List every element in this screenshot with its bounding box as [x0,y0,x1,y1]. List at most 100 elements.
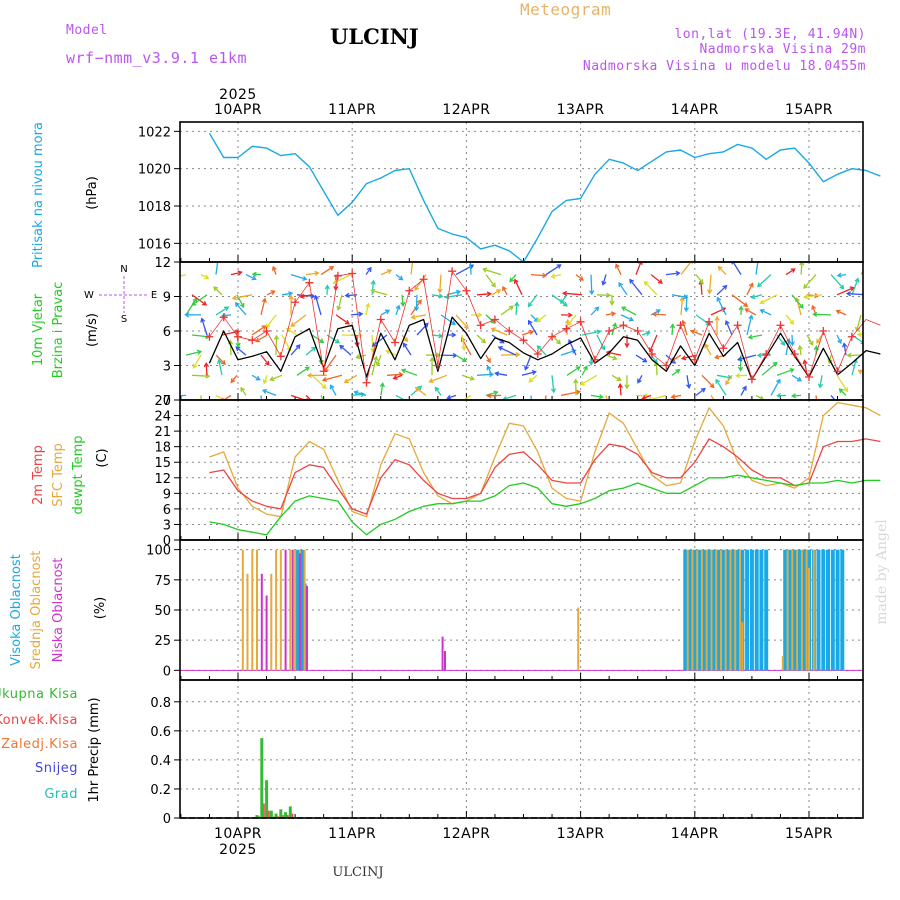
wind-arrow [803,274,817,289]
wind-arrow [605,354,617,360]
wind-arrow [644,281,658,296]
gust-marker [490,315,499,324]
total-precip-bar [260,738,264,818]
wind-arrowhead [318,359,324,366]
wind-arrowhead [838,388,844,394]
gust-marker [733,321,742,330]
wind-arrowhead [508,305,514,311]
wind-arrow [740,386,747,396]
total-precip-bar [284,812,288,818]
high-cloud-bar [295,549,300,671]
wind-arrowhead [493,390,499,396]
y-tick-label: 9 [163,487,171,502]
wind-arrow [314,295,322,316]
wind-arrow [514,279,523,296]
wind-arrowhead [231,295,238,301]
wind-arrowhead [605,350,611,356]
wind-arrow [671,369,680,376]
wind-arrowhead [556,264,562,269]
wind-arrow [581,366,588,376]
wind-arrowhead [319,338,325,343]
wind-arrowhead [669,357,675,362]
wind-arrowhead [336,305,342,311]
precip-unit-label: 1hr Precip (mm) [87,697,102,802]
wind-arrow [215,262,219,275]
low-cloud-bar [291,549,294,671]
wind-arrowhead [531,369,537,376]
gust-marker [419,275,428,284]
wind-arrowhead [736,356,743,362]
wind-arrowhead [375,361,381,367]
wind-arrowhead [744,308,750,313]
compass-n: N [120,264,127,275]
y-tick-label: 25 [154,634,171,649]
wind-arrowhead [334,338,341,344]
wind-arrowhead [235,329,241,335]
wind-arrowhead [812,311,818,318]
wind-arrowhead [655,309,661,314]
bottom-date-label: 14APR [671,826,719,842]
mid-cloud-bar [251,549,254,671]
wind-arrow [447,394,457,399]
wind-arrowhead [817,383,824,389]
precip-legend-item: Konvek.Kisa [0,713,78,728]
wind-arrowhead [527,302,533,308]
mid-cloud-bar [741,622,744,671]
mid-cloud-bar [246,573,249,671]
wind-arrowhead [385,349,391,355]
wind-arrowhead [513,278,519,284]
wind-arrowhead [578,276,584,281]
wind-arrow [528,294,538,307]
wind-arrow [344,374,358,383]
y-tick-label: 3 [163,518,171,533]
wind-arrowhead [191,301,197,306]
gust-marker [262,327,271,335]
wind-arrowhead [780,340,786,346]
wind-arrowhead [262,379,268,385]
y-tick-label: 6 [163,503,171,518]
wind-arrow [560,349,576,356]
wind-arrow [836,334,842,344]
wind-arrow [503,394,517,400]
wind-arrowhead [491,282,496,288]
wind-arrowhead [716,296,722,302]
wind-arrow [665,272,680,276]
wind-arrowhead [410,314,416,320]
wind-arrow [260,298,266,316]
wind-arrowhead [556,339,561,345]
wind-arrowhead [542,409,546,413]
gust-marker [391,338,400,347]
wind-arrow [411,314,427,319]
y-tick-label: 6 [163,325,171,340]
wind-arrowhead [373,355,379,361]
wind-arrowhead [772,361,778,367]
wind-arrowhead [686,383,692,390]
high-cloud-bar [759,549,764,671]
wind-arrow [485,354,491,363]
wind-arrow [376,354,382,366]
wind-arrow [290,344,301,356]
wind-arrowhead [628,316,634,322]
footer-station: ULCINJ [332,865,383,880]
total-precip-bar [274,813,278,818]
wind-arrow [716,297,727,316]
low-cloud-bar [265,595,268,671]
conv-precip-bar [268,810,270,818]
wind-arrowhead [260,408,264,412]
mid-cloud-bar [241,549,244,671]
wind-arrowhead [756,352,762,358]
wind-arrow [760,309,772,316]
gust-marker [719,344,728,353]
gust-marker [476,321,485,330]
precip-legend: Ukupna Kisa Konvek.Kisa Zaledj.Kisa Snijeg G… [0,687,78,802]
wind-arrow [605,395,608,400]
wind-arrowhead [451,332,457,338]
gust-marker [505,327,514,335]
wind-arrow [335,314,350,325]
conv-precip-bar [263,803,265,818]
wind-arrow [725,320,733,336]
wind-arrow [415,387,427,396]
wind-arrowhead [343,378,349,384]
wind-arrow [682,320,688,336]
wind-arrowhead [192,363,198,369]
